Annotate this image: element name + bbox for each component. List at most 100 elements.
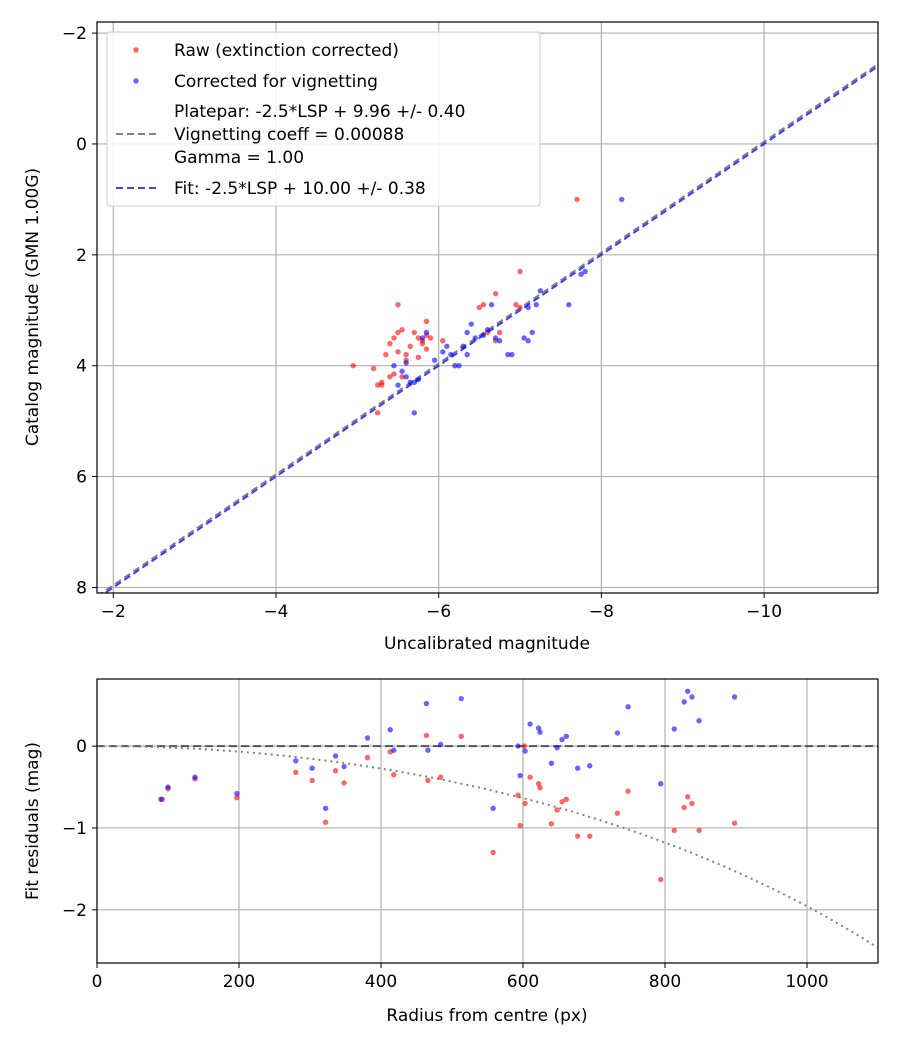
top-point-raw: [476, 304, 483, 311]
top-point-corrected: [525, 338, 531, 344]
top-x-tick-label: −6: [426, 602, 451, 622]
bottom-point-raw: [522, 800, 528, 807]
top-point-raw: [387, 374, 393, 380]
top-point-raw: [383, 351, 389, 358]
top-point-corrected: [395, 382, 401, 388]
top-point-corrected: [619, 196, 625, 203]
top-point-corrected: [403, 374, 409, 380]
bottom-plot-frame: [96, 678, 879, 964]
bottom-point-raw: [458, 733, 464, 739]
top-point-raw: [370, 365, 377, 372]
bottom-point-raw: [559, 799, 565, 805]
top-point-raw: [423, 318, 430, 325]
top-point-corrected: [460, 343, 466, 350]
top-y-tick-label: −2: [62, 24, 87, 44]
bottom-point-raw: [696, 827, 702, 834]
top-point-corrected: [468, 321, 474, 327]
top-point-raw: [391, 371, 397, 377]
top-point-raw: [574, 196, 580, 203]
bottom-point-corrected: [517, 772, 523, 779]
bottom-point-raw: [309, 777, 315, 784]
top-y-tick-label: 4: [76, 357, 87, 377]
bottom-point-raw: [517, 822, 523, 829]
bottom-point-corrected: [425, 747, 431, 753]
bottom-point-corrected: [685, 688, 691, 694]
top-point-corrected: [537, 288, 544, 294]
bottom-point-corrected: [731, 694, 738, 700]
bottom-point-raw: [293, 769, 299, 776]
bottom-point-raw: [515, 792, 521, 798]
bottom-point-corrected: [554, 745, 560, 751]
top-point-corrected: [488, 302, 495, 308]
bottom-point-raw: [364, 754, 371, 761]
top-point-corrected: [407, 379, 413, 386]
bottom-x-tick-label: 800: [649, 972, 681, 992]
bottom-point-raw: [587, 833, 593, 839]
top-point-corrected: [525, 304, 531, 311]
top-point-corrected: [582, 268, 588, 275]
top-x-tick-label: −10: [746, 602, 782, 622]
top-point-raw: [379, 382, 385, 388]
top-point-raw: [395, 349, 401, 355]
bottom-point-raw: [527, 774, 533, 780]
top-point-raw: [411, 329, 417, 336]
top-point-corrected: [440, 349, 446, 355]
legend-label-fit: Fit: -2.5*LSP + 10.00 +/- 0.38: [174, 179, 426, 199]
top-x-tick-label: −2: [101, 602, 126, 622]
top-point-corrected: [431, 357, 438, 363]
bottom-point-corrected: [563, 733, 570, 739]
bottom-point-raw: [625, 788, 631, 794]
top-point-corrected: [472, 335, 478, 341]
legend-entry-fit: Fit: -2.5*LSP + 10.00 +/- 0.38: [116, 179, 426, 199]
bottom-point-corrected: [364, 735, 371, 741]
top-point-raw: [415, 354, 422, 361]
top-point-corrected: [505, 351, 511, 358]
bottom-x-tick-label: 1000: [785, 972, 828, 992]
bottom-point-raw: [563, 796, 570, 803]
bottom-point-corrected: [559, 736, 565, 743]
bottom-x-tick-label: 400: [365, 972, 397, 992]
legend-label-platepar-line3: Gamma = 1.00: [174, 148, 304, 168]
bottom-point-raw: [658, 876, 664, 883]
top-y-tick-label: 6: [76, 468, 87, 488]
legend-label-platepar: Platepar: -2.5*LSP + 9.96 +/- 0.40 Vigne…: [174, 102, 471, 168]
top-point-corrected: [464, 329, 470, 336]
bottom-point-corrected: [537, 729, 543, 735]
bottom-point-raw: [490, 849, 496, 856]
top-point-raw: [517, 268, 523, 275]
top-point-corrected: [566, 302, 572, 308]
top-point-corrected: [444, 343, 450, 350]
top-point-raw: [423, 346, 430, 352]
top-point-raw: [395, 302, 401, 308]
bottom-point-corrected: [341, 763, 347, 770]
bottom-point-corrected: [527, 721, 533, 727]
bottom-point-corrected: [234, 790, 240, 797]
top-y-tick-label: 0: [76, 135, 87, 155]
bottom-point-raw: [322, 819, 329, 825]
top-point-raw: [374, 382, 381, 388]
bottom-y-tick-label: −2: [62, 901, 87, 921]
bottom-point-raw: [234, 794, 240, 801]
bottom-point-corrected: [309, 765, 315, 771]
bottom-point-corrected: [458, 695, 464, 702]
top-point-raw: [399, 374, 405, 380]
top-point-raw: [399, 326, 405, 333]
top-point-raw: [517, 304, 523, 311]
bottom-point-corrected: [387, 727, 393, 733]
legend-label-raw: Raw (extinction corrected): [174, 41, 399, 61]
bottom-x-axis-label: Radius from centre (px): [386, 1006, 587, 1026]
top-point-raw: [480, 302, 487, 308]
bottom-point-corrected: [515, 743, 521, 749]
top-x-tick-label: −4: [263, 602, 288, 622]
bottom-point-raw: [681, 804, 687, 811]
top-point-raw: [492, 290, 499, 297]
top-point-corrected: [411, 379, 417, 386]
top-point-corrected: [399, 368, 405, 374]
bottom-point-raw: [535, 781, 542, 787]
bottom-point-raw: [437, 774, 444, 780]
top-point-raw: [427, 335, 434, 341]
top-y-tick-label: 2: [76, 246, 87, 266]
bottom-point-corrected: [587, 763, 593, 769]
fit-line-fit: [103, 65, 878, 593]
